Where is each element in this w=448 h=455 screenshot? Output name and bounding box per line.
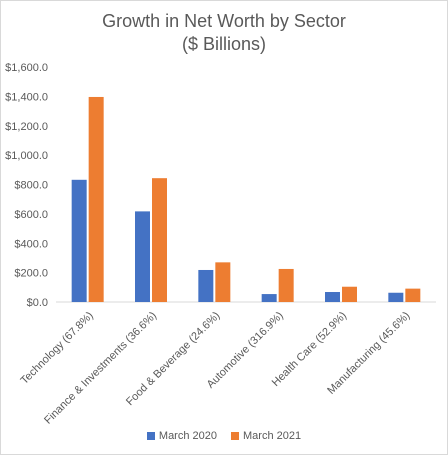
legend-swatch-march-2021 bbox=[231, 432, 239, 440]
bar-march-2020-finance-investments-36-6 bbox=[135, 211, 150, 302]
chart-subtitle: ($ Billions) bbox=[181, 34, 267, 54]
bar-march-2021-manufacturing-45-6 bbox=[405, 288, 421, 302]
bar-march-2020-manufacturing-45-6 bbox=[388, 292, 404, 302]
y-tick-label: $200.0 bbox=[14, 268, 48, 280]
bar-march-2021-finance-investments-36-6 bbox=[152, 178, 167, 302]
bar-march-2020-health-care-52-9 bbox=[325, 292, 340, 302]
y-tick-label: $800.0 bbox=[14, 180, 48, 192]
chart-title: Growth in Net Worth by Sector bbox=[102, 11, 346, 31]
bar-march-2021-food-beverage-24-6 bbox=[215, 262, 231, 302]
legend-item-march-2021: March 2021 bbox=[231, 430, 301, 442]
legend-label-march-2020: March 2020 bbox=[158, 430, 217, 442]
y-tick-label: $600.0 bbox=[14, 209, 48, 221]
legend-item-march-2020: March 2020 bbox=[146, 430, 217, 442]
y-tick-label: $400.0 bbox=[14, 238, 48, 250]
legend-label-march-2021: March 2021 bbox=[243, 430, 302, 442]
y-tick-label: $0.0 bbox=[27, 297, 48, 309]
bar-march-2021-health-care-52-9 bbox=[342, 286, 357, 302]
y-tick-label: $1,600.0 bbox=[5, 62, 48, 74]
legend-swatch-march-2020 bbox=[146, 432, 155, 440]
y-tick-label: $1,200.0 bbox=[5, 121, 48, 133]
legend: March 2020 March 2021 bbox=[0, 430, 448, 442]
bar-march-2020-automotive-316-9 bbox=[261, 294, 277, 302]
y-tick-label: $1,400.0 bbox=[5, 91, 48, 103]
bar-march-2021-automotive-316-9 bbox=[278, 268, 294, 302]
x-tick-label: Finance & Investments (36.6%) bbox=[42, 310, 159, 427]
bar-march-2021-technology-67-8 bbox=[88, 96, 104, 303]
y-tick-label: $1,000.0 bbox=[5, 150, 48, 162]
bar-march-2020-food-beverage-24-6 bbox=[198, 269, 214, 302]
bar-march-2020-technology-67-8 bbox=[71, 179, 87, 302]
